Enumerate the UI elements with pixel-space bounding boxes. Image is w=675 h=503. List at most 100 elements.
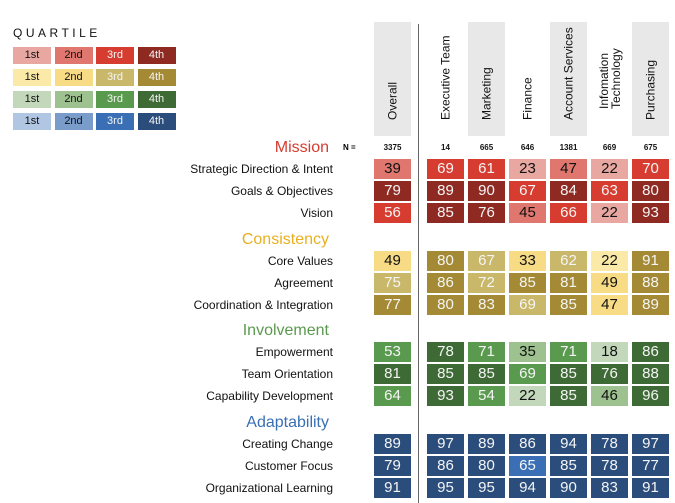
heatmap-cell: 56 [374,203,411,223]
heatmap-cell: 80 [427,251,464,271]
heatmap-cell: 86 [427,273,464,293]
legend-swatch-red-q1: 1st [13,47,51,64]
legend-swatch-green-q1: 1st [13,91,51,108]
row-label: Creating Change [242,437,333,451]
heatmap-cell: 91 [632,478,669,498]
column-n-count: 665 [479,143,494,152]
legend-swatch-blue-q2: 2nd [54,113,93,130]
heatmap-cell: 78 [591,456,628,476]
legend-swatch-green-q4: 4th [137,91,176,108]
legend-swatch-yellow-q1: 1st [13,69,51,86]
heatmap-cell: 65 [509,456,546,476]
column-header: Overall [374,22,411,136]
row-label: Capability Development [206,389,333,403]
heatmap-cell: 80 [632,181,669,201]
heatmap-cell: 22 [591,251,628,271]
heatmap-cell: 46 [591,386,628,406]
heatmap-cell: 83 [468,295,505,315]
heatmap-cell: 90 [468,181,505,201]
row-label: Empowerment [255,345,333,359]
heatmap-cell: 85 [468,364,505,384]
section-title: Adaptability [246,414,329,431]
heatmap-cell: 76 [468,203,505,223]
heatmap-cell: 63 [591,181,628,201]
column-header-label: Finance [520,77,534,120]
heatmap-cell: 39 [374,159,411,179]
heatmap-cell: 95 [427,478,464,498]
column-header-label: Executive Team [438,35,452,121]
heatmap-cell: 81 [374,364,411,384]
column-header-label: Purchasing [643,59,657,120]
heatmap-cell: 97 [427,434,464,454]
heatmap-cell: 77 [632,456,669,476]
heatmap-cell: 33 [509,251,546,271]
heatmap-cell: 86 [632,342,669,362]
section-title: Mission [274,139,329,156]
heatmap-cell: 91 [374,478,411,498]
legend-swatch-yellow-q4: 4th [137,69,176,86]
heatmap-cell: 94 [550,434,587,454]
heatmap-cell: 78 [591,434,628,454]
legend-swatch-blue-q1: 1st [13,113,51,130]
column-n-count: 669 [602,143,617,152]
heatmap-cell: 88 [632,273,669,293]
heatmap-cell: 79 [374,456,411,476]
heatmap-cell: 66 [550,203,587,223]
column-header: Purchasing [632,22,669,136]
heatmap-cell: 80 [427,295,464,315]
row-label: Customer Focus [244,459,333,473]
row-label: Team Orientation [241,367,333,381]
column-header-label: Marketing [479,67,493,120]
column-n-count: 675 [643,143,658,152]
heatmap-cell: 72 [468,273,505,293]
heatmap-cell: 35 [509,342,546,362]
heatmap-cell: 23 [509,159,546,179]
heatmap-cell: 85 [427,203,464,223]
column-header: Marketing [468,22,505,136]
heatmap-cell: 85 [509,273,546,293]
n-label: N = [343,143,356,152]
heatmap-cell: 75 [374,273,411,293]
heatmap-cell: 45 [509,203,546,223]
row-label: Coordination & Integration [193,298,333,312]
heatmap-cell: 85 [550,456,587,476]
heatmap-cell: 69 [509,295,546,315]
heatmap-cell: 71 [550,342,587,362]
heatmap-cell: 88 [632,364,669,384]
row-label: Core Values [267,254,333,268]
column-header-label: Account Services [561,27,575,120]
heatmap-cell: 18 [591,342,628,362]
heatmap-cell: 78 [427,342,464,362]
heatmap-cell: 96 [632,386,669,406]
heatmap-cell: 76 [591,364,628,384]
heatmap-cell: 77 [374,295,411,315]
heatmap-cell: 81 [550,273,587,293]
legend-swatch-red-q4: 4th [137,47,176,64]
heatmap-cell: 69 [427,159,464,179]
heatmap-cell: 47 [550,159,587,179]
heatmap-cell: 67 [509,181,546,201]
section-title: Involvement [242,322,329,339]
heatmap-cell: 22 [591,159,628,179]
legend-swatch-yellow-q3: 3rd [96,69,134,86]
legend-swatch-green-q3: 3rd [96,91,134,108]
heatmap-cell: 71 [468,342,505,362]
heatmap-cell: 89 [632,295,669,315]
column-header-label: Infomation Technology [596,48,623,109]
row-label: Strategic Direction & Intent [190,162,333,176]
heatmap-cell: 95 [468,478,505,498]
legend-swatch-red-q2: 2nd [54,47,93,64]
column-header: Finance [509,22,546,136]
heatmap-cell: 85 [550,364,587,384]
column-n-count: 646 [520,143,535,152]
column-header: Executive Team [427,22,464,136]
row-label: Vision [300,206,333,220]
heatmap-cell: 79 [374,181,411,201]
heatmap-cell: 64 [374,386,411,406]
column-header-label: Overall [385,81,399,120]
heatmap-cell: 84 [550,181,587,201]
legend-swatch-blue-q3: 3rd [96,113,134,130]
heatmap-cell: 80 [468,456,505,476]
heatmap-cell: 86 [509,434,546,454]
